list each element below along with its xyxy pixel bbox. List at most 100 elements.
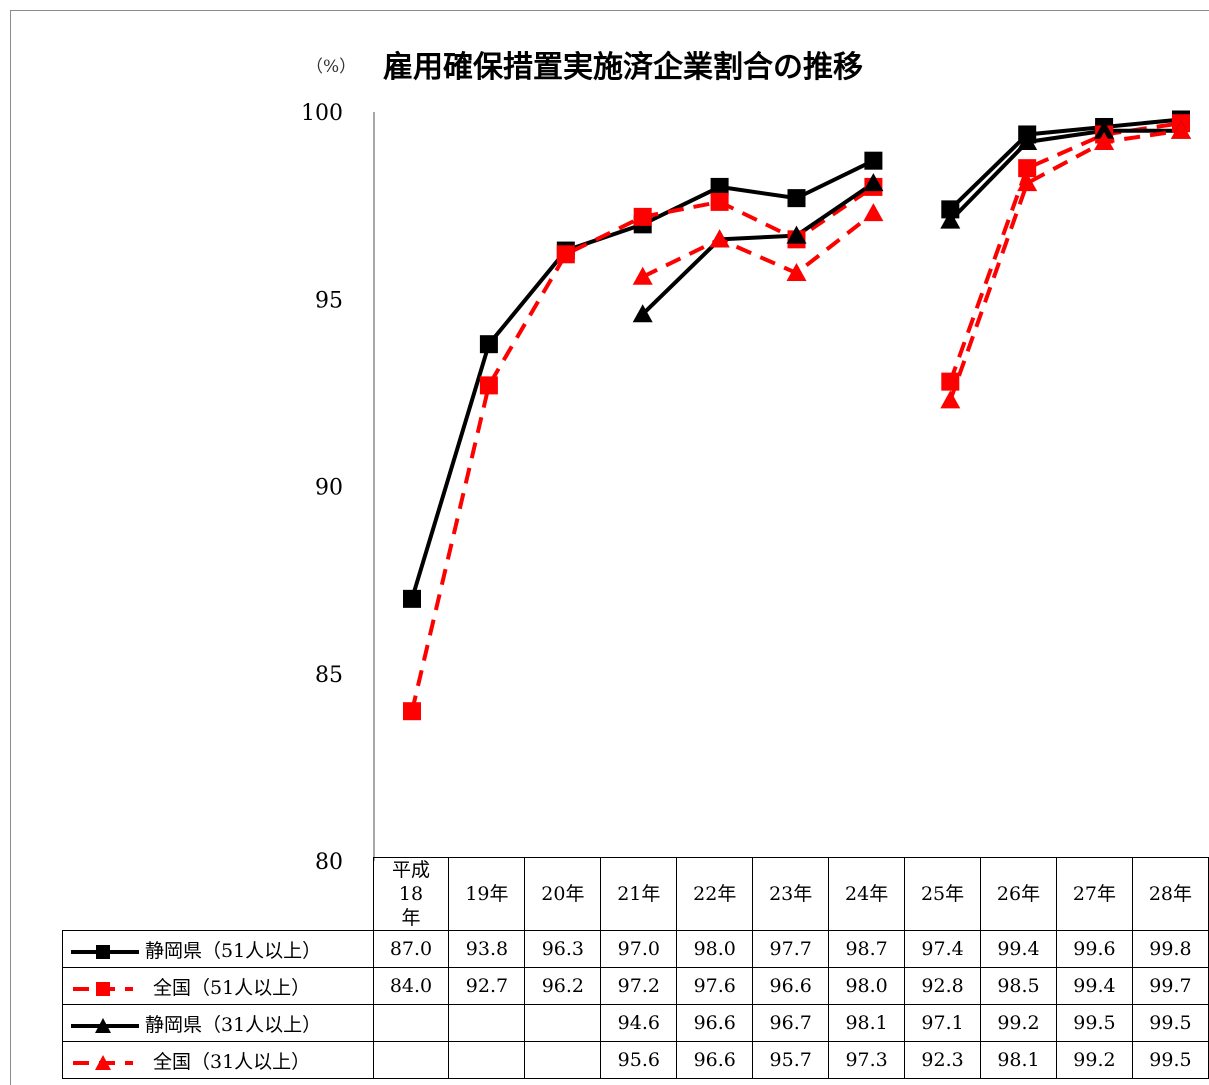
table-cell: 96.6 <box>752 967 830 1005</box>
data-point-triangle <box>632 304 653 323</box>
x-category-label: 19年 <box>448 857 526 931</box>
data-point-square <box>710 177 729 196</box>
data-point-square <box>556 245 575 264</box>
table-row: 静岡県（51人以上） 87.0 93.8 96.3 97.0 98.0 97.7 98.7 97… <box>62 930 1209 968</box>
table-cell: 98.0 <box>676 930 754 968</box>
table-cell <box>524 1041 602 1079</box>
series-line-3 <box>948 128 1181 223</box>
table-cell: 99.8 <box>1131 930 1209 968</box>
data-point-triangle <box>1017 131 1038 150</box>
data-point-square <box>941 372 960 391</box>
data-point-square <box>710 192 729 211</box>
table-cell: 98.1 <box>828 1004 906 1042</box>
legend-key-icon <box>71 1017 139 1033</box>
series-markers <box>403 110 1191 721</box>
data-point-square <box>403 702 421 721</box>
x-category-text: 23年 <box>769 883 813 905</box>
chart-title: 雇用確保措置実施済企業割合の推移 <box>383 50 863 85</box>
table-cell: 96.6 <box>676 1004 754 1042</box>
table-cell <box>524 1004 602 1042</box>
x-category-label: 25年 <box>904 857 982 931</box>
data-point-triangle <box>863 203 884 222</box>
table-cell: 97.1 <box>904 1004 982 1042</box>
data-point-triangle <box>940 210 961 229</box>
legend-entry: 静岡県（51人以上） <box>62 930 374 968</box>
x-category-label: 22年 <box>676 857 754 931</box>
series-line-4 <box>641 211 875 279</box>
data-point-triangle <box>1094 120 1115 139</box>
table-row: 全国（31人以上） 95.6 96.6 95.7 97.3 92.3 98.1 99.2 99.… <box>62 1041 1209 1079</box>
table-cell <box>372 1041 450 1079</box>
data-point-triangle <box>863 173 884 192</box>
x-category-text: 22年 <box>693 883 737 905</box>
table-cell: 98.1 <box>980 1041 1057 1079</box>
legend-entry: 全国（31人以上） <box>62 1041 374 1079</box>
x-category-text: 21年 <box>617 883 661 905</box>
table-cell: 97.7 <box>752 930 830 968</box>
legend-label: 全国（31人以上） <box>153 1050 311 1073</box>
data-point-square <box>864 151 883 170</box>
y-tick-label: 100 <box>301 101 343 126</box>
x-category-label: 20年 <box>524 857 602 931</box>
legend-key-icon <box>73 1054 133 1070</box>
table-cell: 97.0 <box>600 930 678 968</box>
table-cell: 99.4 <box>1055 967 1133 1005</box>
legend-key-icon <box>71 944 139 959</box>
series-line-4 <box>948 128 1182 402</box>
x-category-label: 23年 <box>752 857 830 931</box>
table-cell: 87.0 <box>372 930 450 968</box>
table-cell: 96.3 <box>524 930 602 968</box>
table-cell: 99.2 <box>980 1004 1057 1042</box>
table-cell: 98.7 <box>828 930 906 968</box>
legend-label: 静岡県（31人以上） <box>145 1013 322 1036</box>
y-tick-label: 90 <box>315 476 343 501</box>
table-cell: 98.0 <box>828 967 906 1005</box>
table-cell: 96.6 <box>676 1041 754 1079</box>
y-tick-label: 95 <box>315 288 343 313</box>
data-point-square <box>479 376 498 395</box>
data-point-square <box>633 207 652 226</box>
y-axis-unit: （%） <box>306 57 357 77</box>
table-cell: 95.6 <box>600 1041 678 1079</box>
table-row: 全国（51人以上） 84.0 92.7 96.2 97.2 97.6 96.6 98.0 92.… <box>62 967 1209 1005</box>
table-cell: 98.5 <box>980 967 1057 1005</box>
series-line-1 <box>948 117 1182 211</box>
table-cell: 93.8 <box>448 930 526 968</box>
x-category-text: 26年 <box>996 883 1041 905</box>
table-cell: 84.0 <box>372 967 450 1005</box>
x-category-text: 19年 <box>465 883 509 905</box>
data-point-triangle <box>1017 173 1038 192</box>
table-cell <box>448 1004 526 1042</box>
table-cell: 97.4 <box>904 930 982 968</box>
table-cell: 96.2 <box>524 967 602 1005</box>
data-point-square <box>479 335 498 354</box>
y-tick-label: 85 <box>315 663 343 688</box>
x-category-label: 24年 <box>828 857 906 931</box>
legend-label: 全国（51人以上） <box>153 976 311 999</box>
series-lines <box>410 117 1182 712</box>
data-point-square <box>941 200 960 219</box>
x-category-text: 20年 <box>541 883 585 905</box>
table-corner <box>62 857 374 931</box>
x-category-text: 24年 <box>845 883 889 905</box>
table-cell: 95.7 <box>752 1041 830 1079</box>
table-cell: 99.5 <box>1055 1004 1133 1042</box>
x-category-text: 25年 <box>920 883 965 905</box>
table-cell: 97.6 <box>676 967 754 1005</box>
x-category-label: 26年 <box>980 857 1057 931</box>
legend-label: 静岡県（51人以上） <box>145 939 322 962</box>
x-category-text: 平成18年 <box>391 859 430 929</box>
table-cell: 92.8 <box>904 967 982 1005</box>
data-point-square <box>787 189 806 208</box>
table-cell: 97.2 <box>600 967 678 1005</box>
data-point-triangle <box>1171 120 1191 139</box>
table-cell: 92.7 <box>448 967 526 1005</box>
x-category-label: 平成18年 <box>372 857 450 931</box>
table-cell: 94.6 <box>600 1004 678 1042</box>
data-point-triangle <box>632 266 653 285</box>
data-point-triangle <box>940 390 961 409</box>
x-category-label: 21年 <box>600 857 678 931</box>
data-point-triangle <box>786 263 807 282</box>
